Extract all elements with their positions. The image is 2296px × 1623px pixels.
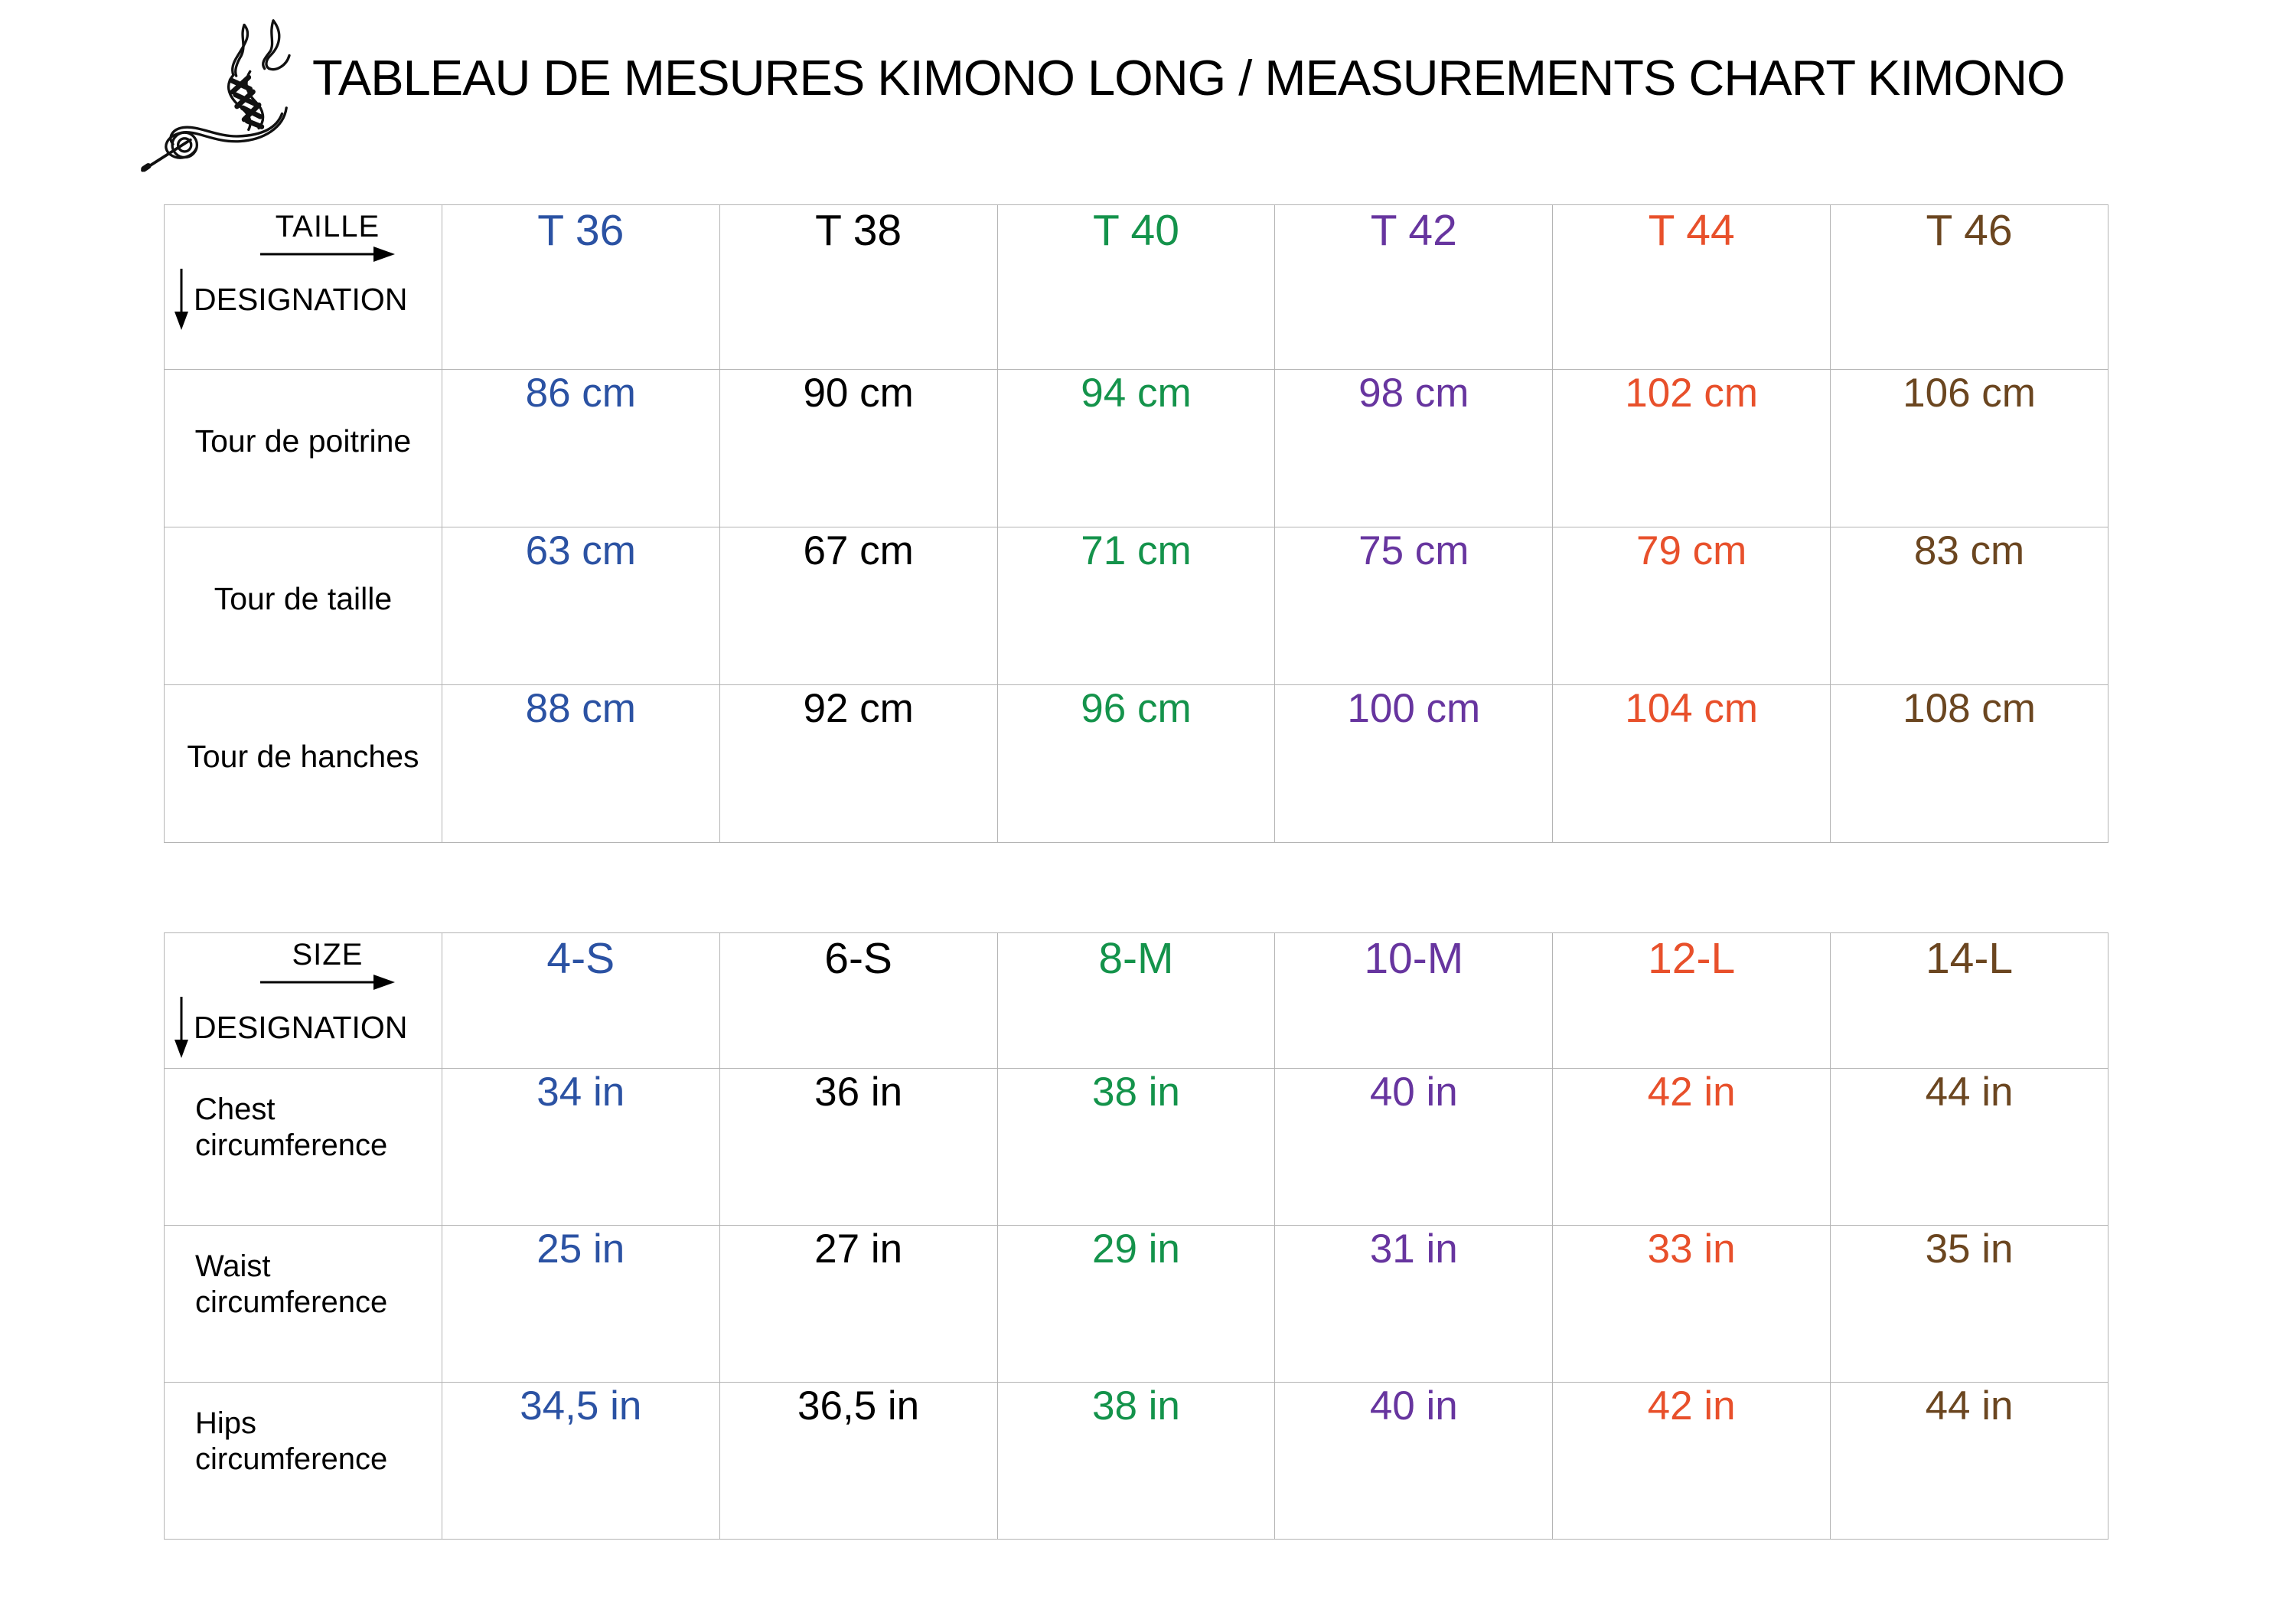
value-cell: 35 in xyxy=(1830,1225,2108,1383)
row-label-cell: Tour de hanches xyxy=(164,684,442,843)
column-header-cell: T 36 xyxy=(441,204,720,370)
row-label: Hips circumference xyxy=(195,1406,388,1477)
column-header-cell: T 40 xyxy=(996,204,1276,370)
corner-cell: TAILLE DESIGNATION xyxy=(164,204,442,370)
column-header-cell: 4-S xyxy=(441,932,720,1069)
value-cell: 27 in xyxy=(719,1225,998,1383)
row-label-cell: Hips circumference xyxy=(164,1382,442,1540)
value-cell: 36 in xyxy=(719,1068,998,1226)
value-cell: 42 in xyxy=(1552,1382,1831,1540)
table-row: Hips circumference 34,5 in 36,5 in 38 in 40 … xyxy=(164,1382,2108,1540)
value-cell: 33 in xyxy=(1552,1225,1831,1383)
row-label-cell: Tour de poitrine xyxy=(164,369,442,527)
value-cell: 94 cm xyxy=(996,369,1276,527)
row-label: Tour de taille xyxy=(214,581,393,616)
value-cell: 79 cm xyxy=(1552,527,1831,685)
row-label-cell: Waist circumference xyxy=(164,1225,442,1383)
corner-cell: SIZE DESIGNATION xyxy=(164,932,442,1069)
value-cell: 104 cm xyxy=(1552,684,1831,843)
row-label-cell: Tour de taille xyxy=(164,527,442,685)
row-axis-label: DESIGNATION xyxy=(194,281,408,317)
value-cell: 108 cm xyxy=(1830,684,2108,843)
row-label: Tour de poitrine xyxy=(194,423,412,459)
column-header-cell: 14-L xyxy=(1830,932,2108,1069)
value-cell: 102 cm xyxy=(1552,369,1831,527)
right-arrow-icon xyxy=(259,247,395,262)
measurements-table-cm: TAILLE DESIGNATION T 36 T 38 T 40 T 42 T 44 T 4… xyxy=(164,204,2108,843)
value-cell: 106 cm xyxy=(1830,369,2108,527)
measurements-table-in: SIZE DESIGNATION 4-S 6-S 8-M 10-M 12-L 14-L Ches… xyxy=(164,932,2108,1540)
column-axis-label: TAILLE xyxy=(275,210,380,243)
column-header-cell: T 44 xyxy=(1552,204,1831,370)
table-row: Chest circumference 34 in 36 in 38 in 40 in 4… xyxy=(164,1068,2108,1226)
axis-legend: SIZE DESIGNATION xyxy=(165,934,441,1060)
value-cell: 38 in xyxy=(996,1068,1276,1226)
value-cell: 86 cm xyxy=(441,369,720,527)
column-header-cell: 8-M xyxy=(996,932,1276,1069)
row-label: Chest circumference xyxy=(195,1092,388,1163)
value-cell: 83 cm xyxy=(1830,527,2108,685)
header-row: TAILLE DESIGNATION T 36 T 38 T 40 T 42 T 44 T 4… xyxy=(164,204,2108,370)
table-row: Tour de poitrine 86 cm 90 cm 94 cm 98 cm 102 … xyxy=(164,369,2108,527)
table-row: Tour de hanches 88 cm 92 cm 96 cm 100 cm 104 … xyxy=(164,684,2108,843)
value-cell: 75 cm xyxy=(1274,527,1554,685)
column-header-cell: T 46 xyxy=(1830,204,2108,370)
value-cell: 44 in xyxy=(1830,1382,2108,1540)
row-label: Tour de hanches xyxy=(187,739,419,774)
value-cell: 92 cm xyxy=(719,684,998,843)
value-cell: 67 cm xyxy=(719,527,998,685)
column-header-cell: T 42 xyxy=(1274,204,1554,370)
table-row: Waist circumference 25 in 27 in 29 in 31 in 3… xyxy=(164,1225,2108,1383)
needle-and-thread-logo-icon xyxy=(115,3,333,181)
value-cell: 63 cm xyxy=(441,527,720,685)
column-header-cell: 10-M xyxy=(1274,932,1554,1069)
value-cell: 38 in xyxy=(996,1382,1276,1540)
axis-legend: TAILLE DESIGNATION xyxy=(165,206,441,332)
value-cell: 90 cm xyxy=(719,369,998,527)
value-cell: 34,5 in xyxy=(441,1382,720,1540)
value-cell: 34 in xyxy=(441,1068,720,1226)
right-arrow-icon xyxy=(259,975,395,990)
down-arrow-icon xyxy=(174,997,188,1058)
column-header-cell: 12-L xyxy=(1552,932,1831,1069)
row-axis-label: DESIGNATION xyxy=(194,1009,408,1045)
value-cell: 25 in xyxy=(441,1225,720,1383)
table-row: Tour de taille 63 cm 67 cm 71 cm 75 cm 79 cm 8… xyxy=(164,527,2108,685)
value-cell: 44 in xyxy=(1830,1068,2108,1226)
value-cell: 100 cm xyxy=(1274,684,1554,843)
page-title: TABLEAU DE MESURES KIMONO LONG / MEASURE… xyxy=(312,50,2066,106)
value-cell: 40 in xyxy=(1274,1068,1554,1226)
value-cell: 88 cm xyxy=(441,684,720,843)
down-arrow-icon xyxy=(174,269,188,330)
header-row: SIZE DESIGNATION 4-S 6-S 8-M 10-M 12-L 14-L xyxy=(164,932,2108,1069)
value-cell: 36,5 in xyxy=(719,1382,998,1540)
column-axis-label: SIZE xyxy=(292,938,364,972)
row-label-cell: Chest circumference xyxy=(164,1068,442,1226)
row-label: Waist circumference xyxy=(195,1249,388,1320)
value-cell: 98 cm xyxy=(1274,369,1554,527)
column-header-cell: T 38 xyxy=(719,204,998,370)
value-cell: 40 in xyxy=(1274,1382,1554,1540)
value-cell: 71 cm xyxy=(996,527,1276,685)
value-cell: 31 in xyxy=(1274,1225,1554,1383)
column-header-cell: 6-S xyxy=(719,932,998,1069)
value-cell: 96 cm xyxy=(996,684,1276,843)
value-cell: 42 in xyxy=(1552,1068,1831,1226)
value-cell: 29 in xyxy=(996,1225,1276,1383)
